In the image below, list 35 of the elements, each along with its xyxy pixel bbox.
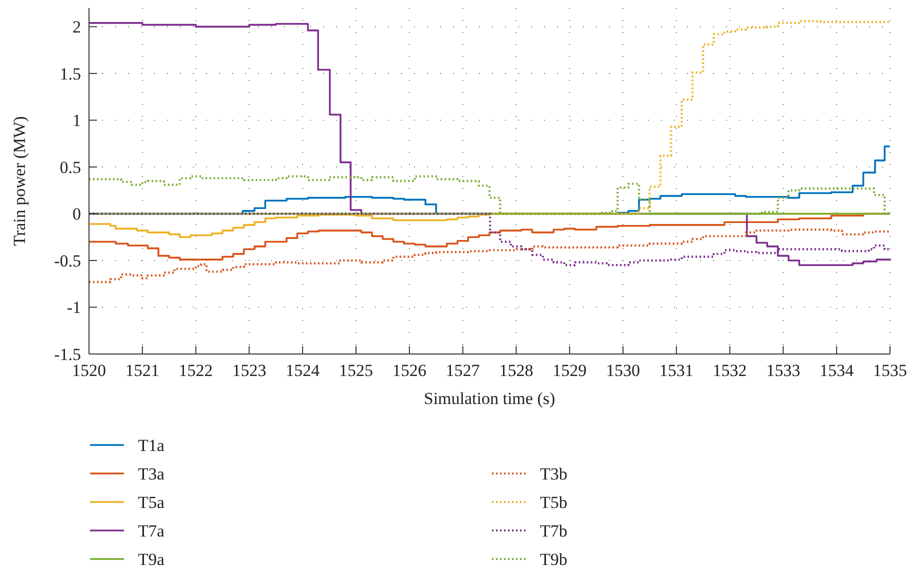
legend-label: T3a (138, 464, 165, 484)
y-tick-label: 2 (72, 18, 81, 37)
legend-label: T1a (138, 436, 165, 455)
x-tick-label: 1527 (446, 361, 480, 380)
x-tick-label: 1532 (712, 361, 747, 380)
legend-label: T3b (540, 464, 568, 484)
y-tick-label: -0.5 (54, 251, 81, 270)
x-tick-label: 1531 (659, 361, 694, 380)
legend-label: T5a (138, 493, 165, 512)
x-tick-label: 1533 (766, 361, 800, 380)
y-tick-label: 0.5 (60, 158, 81, 177)
legend-label: T9b (540, 550, 568, 569)
legend-label: T9a (138, 550, 165, 569)
y-tick-label: 1.5 (60, 64, 81, 84)
y-tick-label: 0 (72, 204, 81, 224)
x-tick-label: 1528 (499, 361, 534, 380)
legend-label: T5b (540, 493, 568, 512)
x-tick-label: 1535 (873, 361, 907, 380)
x-axis-title: Simulation time (s) (424, 389, 556, 408)
x-tick-label: 1524 (286, 361, 320, 380)
x-tick-label: 1530 (606, 361, 640, 380)
x-tick-label: 1529 (552, 361, 587, 380)
x-tick-label: 1521 (125, 361, 160, 380)
y-tick-label: 1 (72, 111, 81, 130)
x-tick-label: 1526 (392, 361, 426, 380)
y-tick-label: -1.5 (54, 345, 81, 364)
x-tick-label: 1523 (232, 361, 266, 380)
x-tick-label: 1525 (339, 361, 373, 380)
x-tick-label: 1534 (820, 361, 854, 380)
legend-label: T7b (540, 522, 568, 540)
y-tick-label: -1 (66, 298, 81, 318)
legend-label: T7a (138, 522, 165, 540)
y-axis-title: Train power (MW) (10, 116, 29, 246)
x-tick-label: 1520 (72, 361, 106, 380)
x-tick-label: 1522 (178, 361, 213, 380)
